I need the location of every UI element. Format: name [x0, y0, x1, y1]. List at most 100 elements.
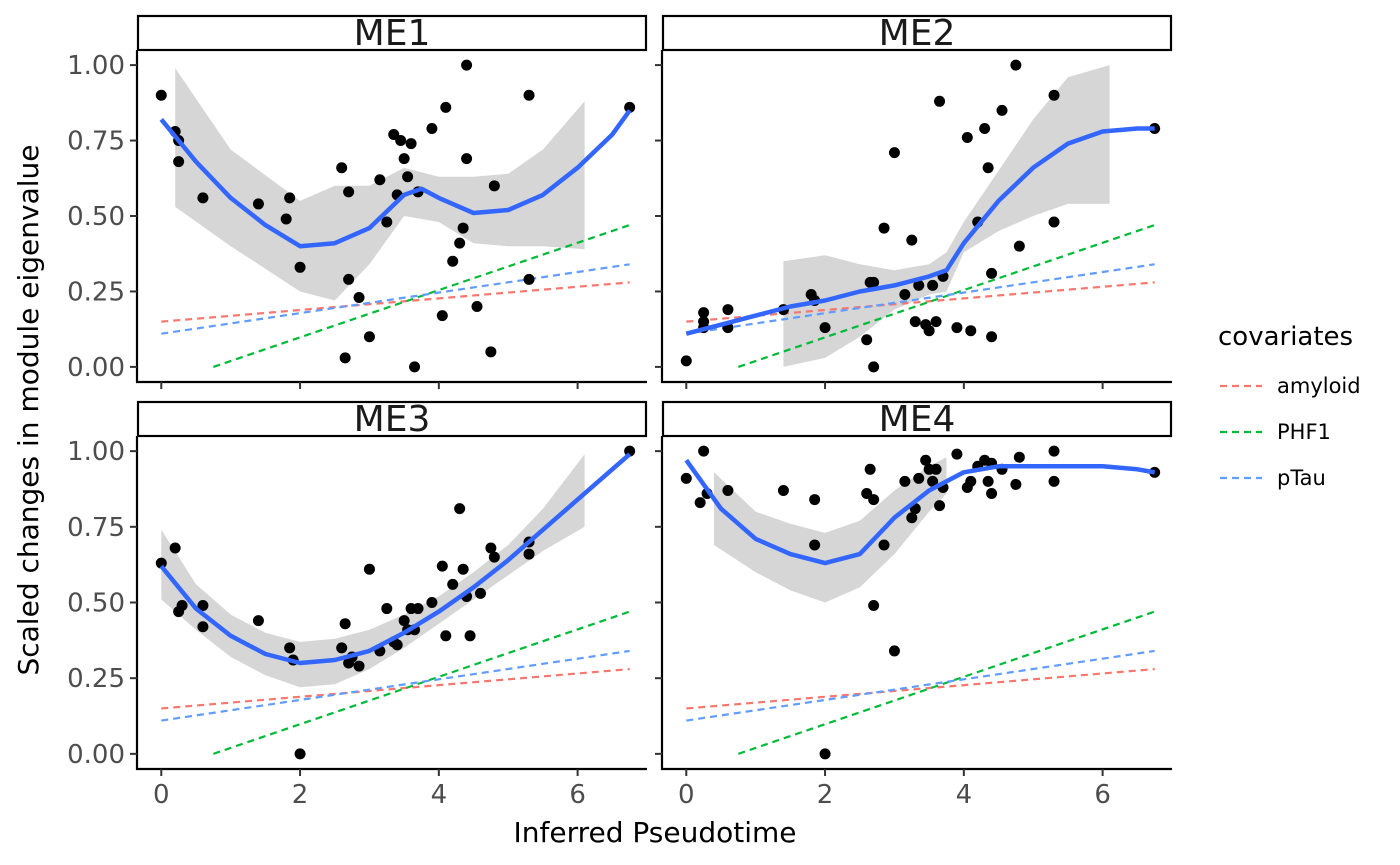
- data-point: [395, 135, 407, 147]
- y-tick-label: 0.50: [67, 589, 125, 619]
- data-point: [986, 267, 998, 279]
- data-point: [868, 494, 880, 506]
- legend-items: amyloid PHF1 pTau: [1220, 374, 1361, 490]
- data-point: [436, 560, 448, 572]
- data-point: [426, 597, 438, 608]
- data-point: [961, 132, 973, 144]
- strip-title: ME4: [879, 399, 956, 440]
- data-point: [294, 748, 306, 760]
- data-point: [951, 448, 963, 460]
- data-point: [698, 445, 710, 457]
- data-point: [878, 539, 890, 551]
- legend-item-ptau: pTau: [1220, 466, 1326, 490]
- panels-layer: ME1 0.00 0.25 0.50 0.75 1.00 ME2 ME3 0.00 0.25 0.5…: [67, 13, 1173, 810]
- data-point: [819, 322, 831, 334]
- data-point: [809, 539, 821, 551]
- data-point: [861, 334, 873, 346]
- data-point: [447, 578, 459, 590]
- data-point: [464, 630, 476, 642]
- data-point: [197, 192, 209, 204]
- x-tick-label: 4: [956, 780, 973, 810]
- y-tick-label: 0.50: [67, 202, 125, 232]
- data-point: [169, 542, 181, 554]
- data-point: [864, 463, 876, 475]
- smooth-curve: [685, 126, 1155, 336]
- data-point: [252, 615, 264, 627]
- legend-item-phf1: PHF1: [1220, 420, 1331, 444]
- data-point: [343, 186, 355, 198]
- data-point: [284, 642, 296, 654]
- data-point: [363, 331, 375, 343]
- data-point: [391, 639, 403, 651]
- data-point: [888, 147, 900, 159]
- covariate-line-ptau: [161, 263, 630, 335]
- data-point: [982, 475, 994, 487]
- data-point: [280, 213, 292, 225]
- data-point: [680, 472, 692, 484]
- data-point: [440, 630, 452, 642]
- data-point: [294, 261, 306, 273]
- data-point: [488, 551, 500, 563]
- data-point: [1010, 478, 1022, 490]
- smooth-curve: [159, 452, 632, 666]
- data-point: [176, 600, 188, 612]
- data-point: [1013, 240, 1025, 252]
- data-point: [471, 301, 483, 313]
- legend: covariates amyloid PHF1 pTau: [1218, 322, 1361, 490]
- strip-title: ME3: [354, 399, 431, 440]
- data-point: [461, 153, 473, 165]
- data-point: [440, 101, 452, 113]
- data-point: [339, 352, 351, 364]
- data-point: [381, 603, 393, 615]
- covariate-line-ptau: [686, 649, 1155, 722]
- data-point: [927, 475, 939, 487]
- x-tick-label: 4: [431, 780, 448, 810]
- strip-box: [136, 400, 648, 438]
- covariate-line-amyloid: [161, 281, 630, 323]
- legend-item-amyloid: amyloid: [1220, 374, 1361, 398]
- covariate-line-amyloid: [161, 668, 630, 710]
- legend-label: pTau: [1277, 466, 1326, 490]
- data-point: [906, 234, 918, 246]
- panel-me4: ME4 0 2 4 6: [655, 399, 1173, 810]
- data-point: [624, 101, 636, 113]
- data-point: [1013, 451, 1025, 463]
- plot-area: [155, 445, 636, 760]
- x-tick-label: 2: [292, 780, 309, 810]
- data-point: [412, 603, 424, 615]
- confidence-ribbon: [714, 457, 947, 603]
- covariate-line-phf1: [212, 610, 631, 755]
- data-point: [868, 276, 880, 288]
- data-point: [447, 255, 459, 267]
- covariate-line-amyloid: [686, 668, 1155, 710]
- x-tick-label: 2: [817, 780, 834, 810]
- x-tick-label: 0: [678, 780, 695, 810]
- data-point: [927, 279, 939, 291]
- data-point: [979, 122, 991, 134]
- strip-box: [661, 14, 1173, 52]
- data-point: [398, 615, 410, 627]
- data-point: [698, 316, 710, 328]
- legend-label: PHF1: [1277, 420, 1331, 444]
- y-tick-label: 0.25: [67, 664, 125, 694]
- x-tick-label: 6: [569, 780, 586, 810]
- data-point: [353, 660, 365, 672]
- data-point: [951, 322, 963, 334]
- data-point: [722, 304, 734, 316]
- y-tick-label: 1.00: [67, 51, 125, 81]
- data-point: [965, 475, 977, 487]
- data-point: [353, 291, 365, 303]
- data-point: [906, 512, 918, 524]
- data-point: [461, 59, 473, 71]
- legend-label: amyloid: [1277, 374, 1361, 398]
- covariate-line-ptau: [686, 263, 1155, 335]
- data-point: [909, 316, 921, 328]
- covariate-line-ptau: [161, 649, 630, 722]
- data-point: [777, 484, 789, 496]
- covariate-line-phf1: [212, 224, 631, 368]
- data-point: [197, 600, 209, 612]
- data-point: [694, 497, 706, 509]
- data-point: [1048, 216, 1060, 228]
- data-point: [1048, 475, 1060, 487]
